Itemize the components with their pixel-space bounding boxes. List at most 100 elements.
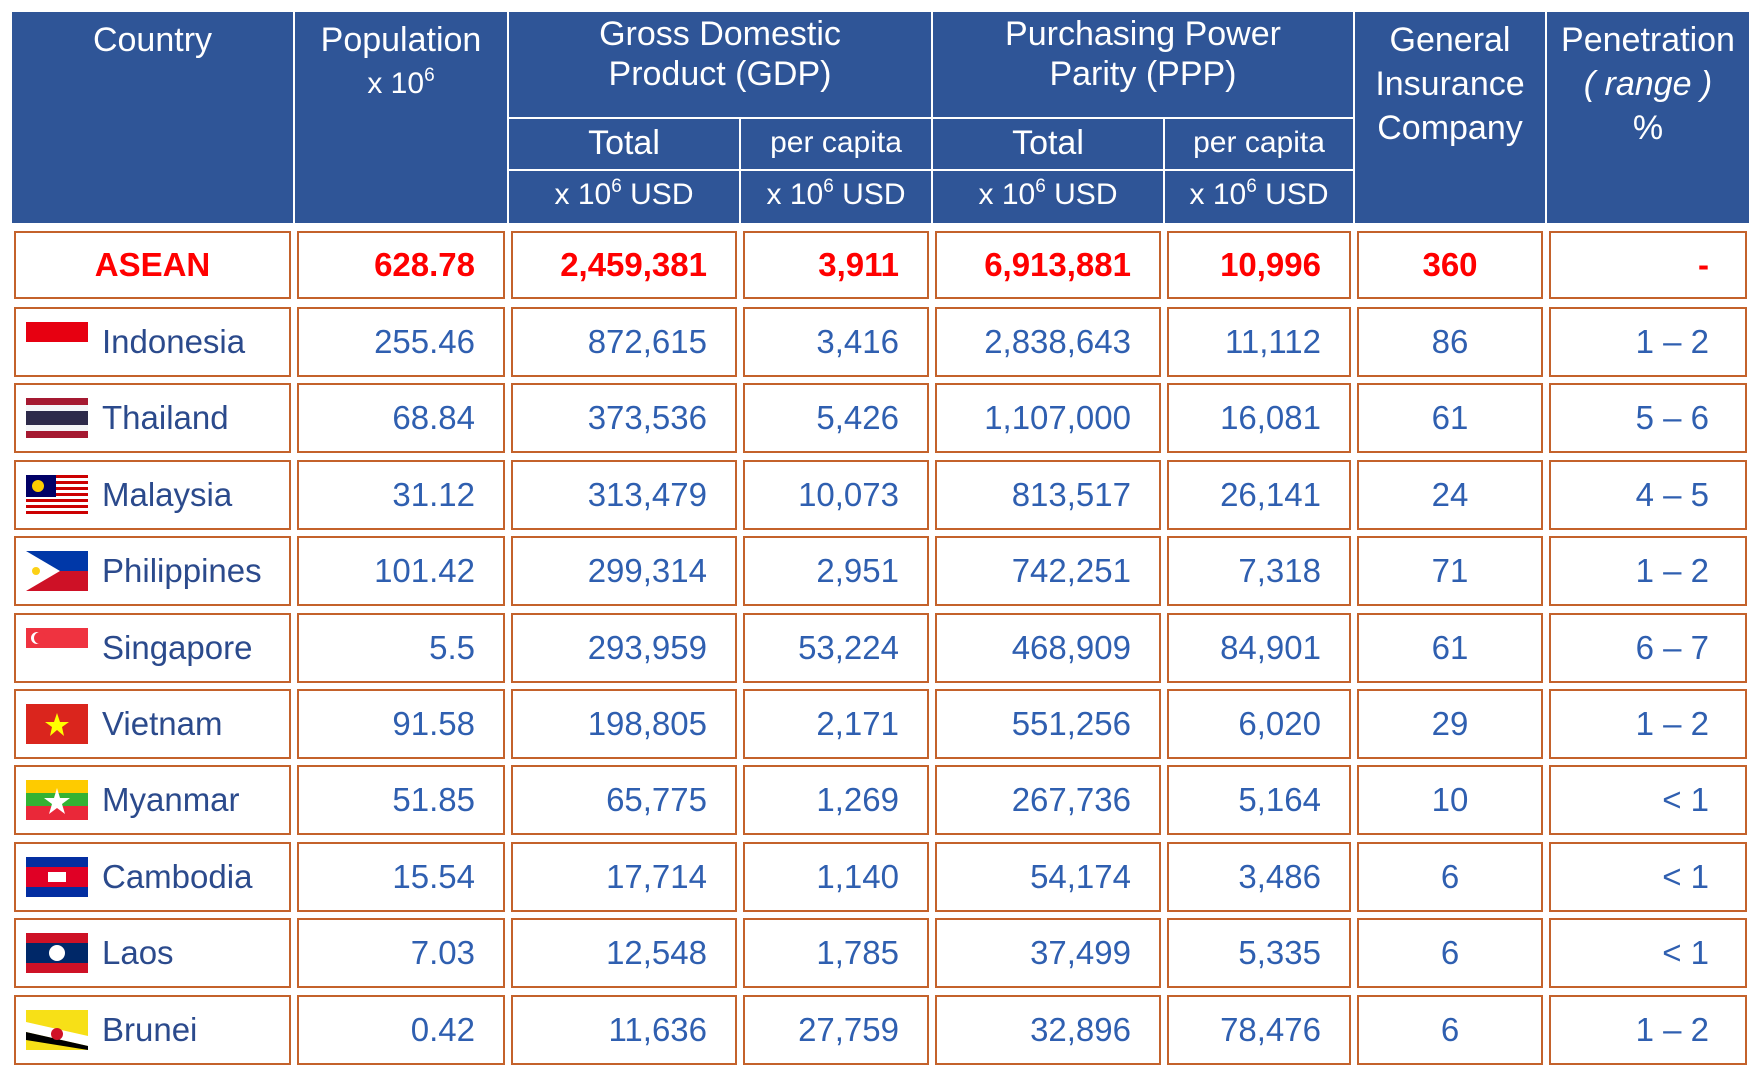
unit-exp: 6 — [611, 176, 622, 197]
header-line-text: Gross Domestic — [599, 15, 841, 53]
header-text: Population — [320, 21, 482, 59]
value-cell: 742,251 — [935, 536, 1161, 607]
value-cell: 2,951 — [743, 536, 929, 607]
header-line: Gross Domestic — [509, 14, 931, 54]
value-cell: 628.78 — [297, 231, 505, 299]
value-cell: 255.46 — [297, 307, 505, 377]
unit: x 106 USD — [933, 173, 1163, 217]
cell-text: 10,073 — [798, 475, 899, 513]
value-cell: 16,081 — [1167, 383, 1351, 454]
flag — [26, 627, 88, 668]
country-cell: Brunei — [14, 994, 291, 1065]
header-ppp-per-capita: per capita — [1164, 118, 1354, 170]
unit: x 106 USD — [509, 173, 739, 217]
value-cell: 26,141 — [1167, 459, 1351, 530]
header-text: Total — [588, 124, 660, 162]
value-cell: 11,636 — [511, 994, 737, 1065]
flag — [26, 322, 88, 362]
cell-text: 101.42 — [374, 552, 475, 590]
cell-text: 3,416 — [816, 323, 899, 360]
cell-text: 3,486 — [1238, 857, 1321, 895]
value-cell: 2,459,381 — [511, 231, 737, 299]
header-gdp-total: Total — [508, 118, 740, 170]
unit: x 106 — [295, 62, 507, 106]
cell-text: 1,269 — [816, 781, 899, 819]
unit-base: x 10 — [766, 178, 824, 211]
value-cell: 6 — [1357, 918, 1543, 989]
country-cell: Indonesia — [14, 307, 291, 377]
unit-base: x 10 — [367, 67, 425, 100]
unit: x 106 USD — [1165, 173, 1353, 217]
unit-base: x 10 — [554, 178, 612, 211]
cell-text: Malaysia — [102, 475, 233, 513]
value-cell: 551,256 — [935, 689, 1161, 759]
country-cell: Myanmar — [14, 765, 291, 836]
cell-text: 551,256 — [1011, 705, 1131, 742]
value-cell: 10 — [1357, 765, 1543, 836]
cell-text: 6 — [1440, 857, 1460, 895]
value-cell: 7.03 — [297, 918, 505, 989]
value-cell: 17,714 — [511, 841, 737, 912]
value-cell: 5 – 6 — [1549, 383, 1747, 454]
unit-exp: 6 — [424, 65, 435, 86]
cell-text: Indonesia — [102, 323, 246, 360]
value-cell: 373,536 — [511, 383, 737, 454]
value-cell: 7,318 — [1167, 536, 1351, 607]
cell-text: 1,107,000 — [984, 399, 1131, 437]
value-cell: 1,140 — [743, 841, 929, 912]
cell-text: Laos — [102, 934, 174, 972]
cell-text: 51.85 — [392, 781, 475, 819]
value-cell: 65,775 — [511, 765, 737, 836]
value-cell: 1,107,000 — [935, 383, 1161, 454]
value-cell: 1 – 2 — [1549, 689, 1747, 759]
value-cell: 3,486 — [1167, 841, 1351, 912]
cell-text: 813,517 — [1011, 475, 1131, 513]
cell-text: 267,736 — [1011, 781, 1131, 819]
header-gdp-per-capita-unit: x 106 USD — [740, 170, 932, 224]
cell-text: 293,959 — [587, 628, 707, 666]
cell-text: 12,548 — [606, 934, 707, 972]
header-line-text: General — [1389, 21, 1511, 59]
value-cell: 86 — [1357, 307, 1543, 377]
cell-text: 78,476 — [1220, 1010, 1321, 1048]
cell-text: 373,536 — [587, 399, 707, 437]
header-line: Purchasing Power — [933, 14, 1353, 54]
cell-text: 71 — [1431, 552, 1469, 590]
value-cell: < 1 — [1549, 841, 1747, 912]
value-cell: 468,909 — [935, 612, 1161, 683]
value-cell: 5.5 — [297, 612, 505, 683]
value-cell: 5,335 — [1167, 918, 1351, 989]
cell-text: 29 — [1431, 705, 1469, 742]
cell-text: Thailand — [102, 399, 229, 437]
cell-text: 11,636 — [608, 1010, 707, 1048]
value-cell: 15.54 — [297, 841, 505, 912]
cell-text: 24 — [1431, 475, 1469, 513]
value-cell: 4 – 5 — [1549, 459, 1747, 530]
cell-text: 1 – 2 — [1635, 705, 1709, 742]
line: Population — [295, 18, 507, 62]
cell-text: 11,112 — [1224, 323, 1321, 360]
flag — [26, 704, 88, 744]
value-cell: 360 — [1357, 231, 1543, 299]
cell-text: 313,479 — [587, 475, 707, 513]
unit-exp: 6 — [1035, 176, 1046, 197]
cell-text: 61 — [1431, 628, 1469, 666]
cell-text: 68.84 — [392, 399, 475, 437]
header-line: Insurance — [1355, 62, 1545, 106]
value-cell: 6 — [1357, 994, 1543, 1065]
header-line-text: Company — [1377, 109, 1523, 147]
value-cell: 1 – 2 — [1549, 536, 1747, 607]
cell-text: 16,081 — [1220, 399, 1321, 437]
cell-text: 360 — [1422, 246, 1478, 283]
value-cell: 198,805 — [511, 689, 737, 759]
cell-text: 2,951 — [816, 552, 899, 590]
value-cell: 51.85 — [297, 765, 505, 836]
cell-text: 5 – 6 — [1635, 399, 1709, 437]
cell-text: 299,314 — [587, 552, 707, 590]
cell-text: < 1 — [1662, 781, 1709, 819]
cell-text: 15.54 — [392, 857, 475, 895]
cell-text: 1 – 2 — [1635, 323, 1709, 360]
value-cell: < 1 — [1549, 765, 1747, 836]
cell-text: 0.42 — [410, 1010, 475, 1048]
